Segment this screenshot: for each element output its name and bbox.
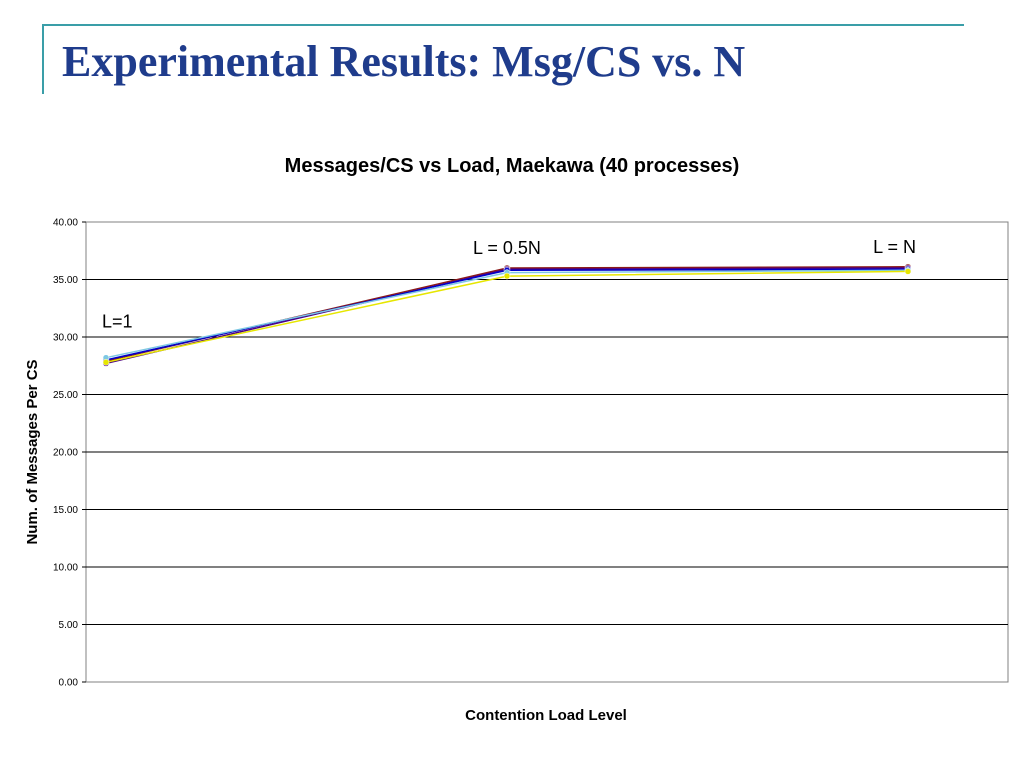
slide-frame-left [42,24,44,94]
x-axis-title: Contention Load Level [465,707,627,724]
y-axis-title: Num. of Messages Per CS [24,359,41,544]
y-tick-label: 25.00 [53,390,78,401]
series-group [102,263,912,367]
y-tick-label: 5.00 [59,620,79,631]
point-annotation: L = 0.5N [473,238,541,258]
slide-title: Experimental Results: Msg/CS vs. N [62,37,746,86]
data-point [102,359,110,366]
gridlines [82,221,1008,683]
y-tick-label: 15.00 [53,505,78,516]
y-tick-label: 0.00 [59,678,79,689]
point-annotation: L=1 [102,312,133,332]
y-tick-label: 40.00 [53,218,78,229]
annotations: L=1 L = 0.5N L = N [102,237,916,332]
y-tick-label: 20.00 [53,448,78,459]
y-tick-label: 10.00 [53,563,78,574]
y-tick-labels: 0.00 5.00 10.00 15.00 20.00 25.00 30.00 35.00 40… [53,218,78,689]
data-point [904,268,912,275]
y-tick-label: 35.00 [53,275,78,286]
data-point [503,272,511,280]
slide-frame-top [42,24,964,26]
chart-title: Messages/CS vs Load, Maekawa (40 process… [285,155,740,177]
point-annotation: L = N [873,237,916,257]
y-tick-label: 30.00 [53,333,78,344]
